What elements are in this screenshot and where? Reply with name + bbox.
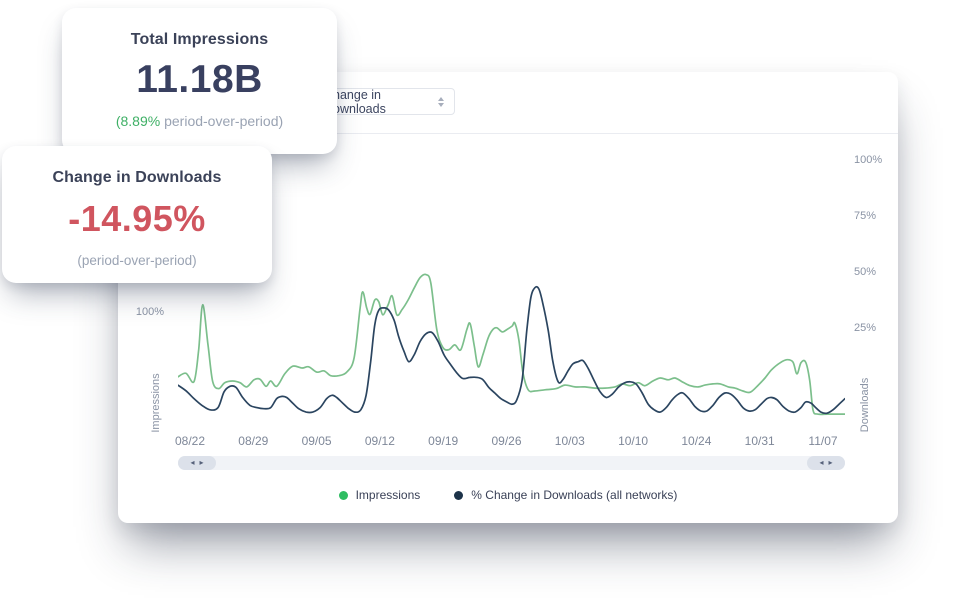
scroll-left-icon[interactable]: ◂	[819, 458, 824, 467]
scroll-right-icon[interactable]: ▸	[199, 458, 204, 467]
y-tick-label: 75%	[854, 210, 877, 223]
change-in-downloads-card: Change in Downloads -14.95% (period-over…	[2, 146, 272, 283]
card-title: Change in Downloads	[52, 169, 222, 186]
select-updown-icon	[438, 96, 444, 107]
x-tick-label: 09/26	[491, 434, 522, 448]
metric-select-value: Change in Downloads	[324, 87, 386, 116]
y-axis-right: 100% 75% 50% 25%	[854, 150, 898, 430]
legend-label: % Change in Downloads (all networks)	[471, 488, 678, 502]
x-tick-label: 09/19	[428, 434, 459, 448]
x-tick-label: 10/10	[618, 434, 649, 448]
series-line-downloads	[178, 285, 845, 415]
card-title: Total Impressions	[130, 31, 269, 48]
y-axis-left: 100%	[118, 150, 164, 430]
chart-scrollbar-track[interactable]: ◂ ▸ ◂ ▸	[178, 456, 845, 470]
chart-canvas	[178, 273, 845, 416]
x-tick-label: 09/05	[301, 434, 332, 448]
x-tick-label: 09/12	[364, 434, 395, 448]
x-tick-label: 10/31	[744, 434, 775, 448]
chart-panel: Change in Downloads 100% 100% 75% 50% 25% I…	[118, 72, 898, 523]
chart-legend: Impressions % Change in Downloads (all n…	[118, 488, 898, 502]
y-axis-title-impressions: Impressions	[150, 373, 162, 433]
x-tick-label: 10/03	[554, 434, 585, 448]
impressions-dot-icon	[338, 490, 348, 500]
chart-plot-area	[178, 150, 845, 430]
scrollbar-handle-left[interactable]: ◂ ▸	[178, 456, 216, 470]
scroll-left-icon[interactable]: ◂	[190, 458, 195, 467]
x-tick-label: 11/07	[808, 434, 838, 448]
legend-item-impressions[interactable]: Impressions	[338, 488, 421, 502]
x-axis: 08/22 08/29 09/05 09/12 09/19 09/26 10/03 10/10…	[174, 434, 845, 449]
total-impressions-card: Total Impressions 11.18B (8.89% period-o…	[62, 8, 337, 154]
legend-label: Impressions	[355, 488, 421, 502]
delta-percent: (8.89%	[115, 113, 161, 129]
total-impressions-value: 11.18B	[136, 58, 263, 101]
y-tick-label: 100%	[854, 154, 883, 167]
y-axis-title-downloads: Downloads	[859, 377, 871, 433]
series-line-impressions	[178, 273, 845, 416]
downloads-dot-icon	[454, 490, 464, 500]
legend-item-downloads[interactable]: % Change in Downloads (all networks)	[454, 488, 677, 502]
period-over-period-caption: (period-over-period)	[77, 253, 197, 268]
delta-caption: period-over-period)	[160, 113, 284, 129]
y-tick-label: 100%	[135, 305, 164, 318]
x-tick-label: 08/22	[174, 434, 206, 448]
header-divider	[118, 133, 898, 134]
y-tick-label: 50%	[854, 266, 877, 279]
scroll-right-icon[interactable]: ▸	[828, 458, 833, 467]
x-tick-label: 08/29	[238, 434, 269, 448]
x-tick-label: 10/24	[681, 434, 712, 448]
period-over-period-delta: (8.89% period-over-period)	[62, 113, 337, 129]
y-tick-label: 25%	[854, 322, 877, 335]
change-in-downloads-value: -14.95%	[68, 198, 206, 239]
scrollbar-handle-right[interactable]: ◂ ▸	[807, 456, 845, 470]
